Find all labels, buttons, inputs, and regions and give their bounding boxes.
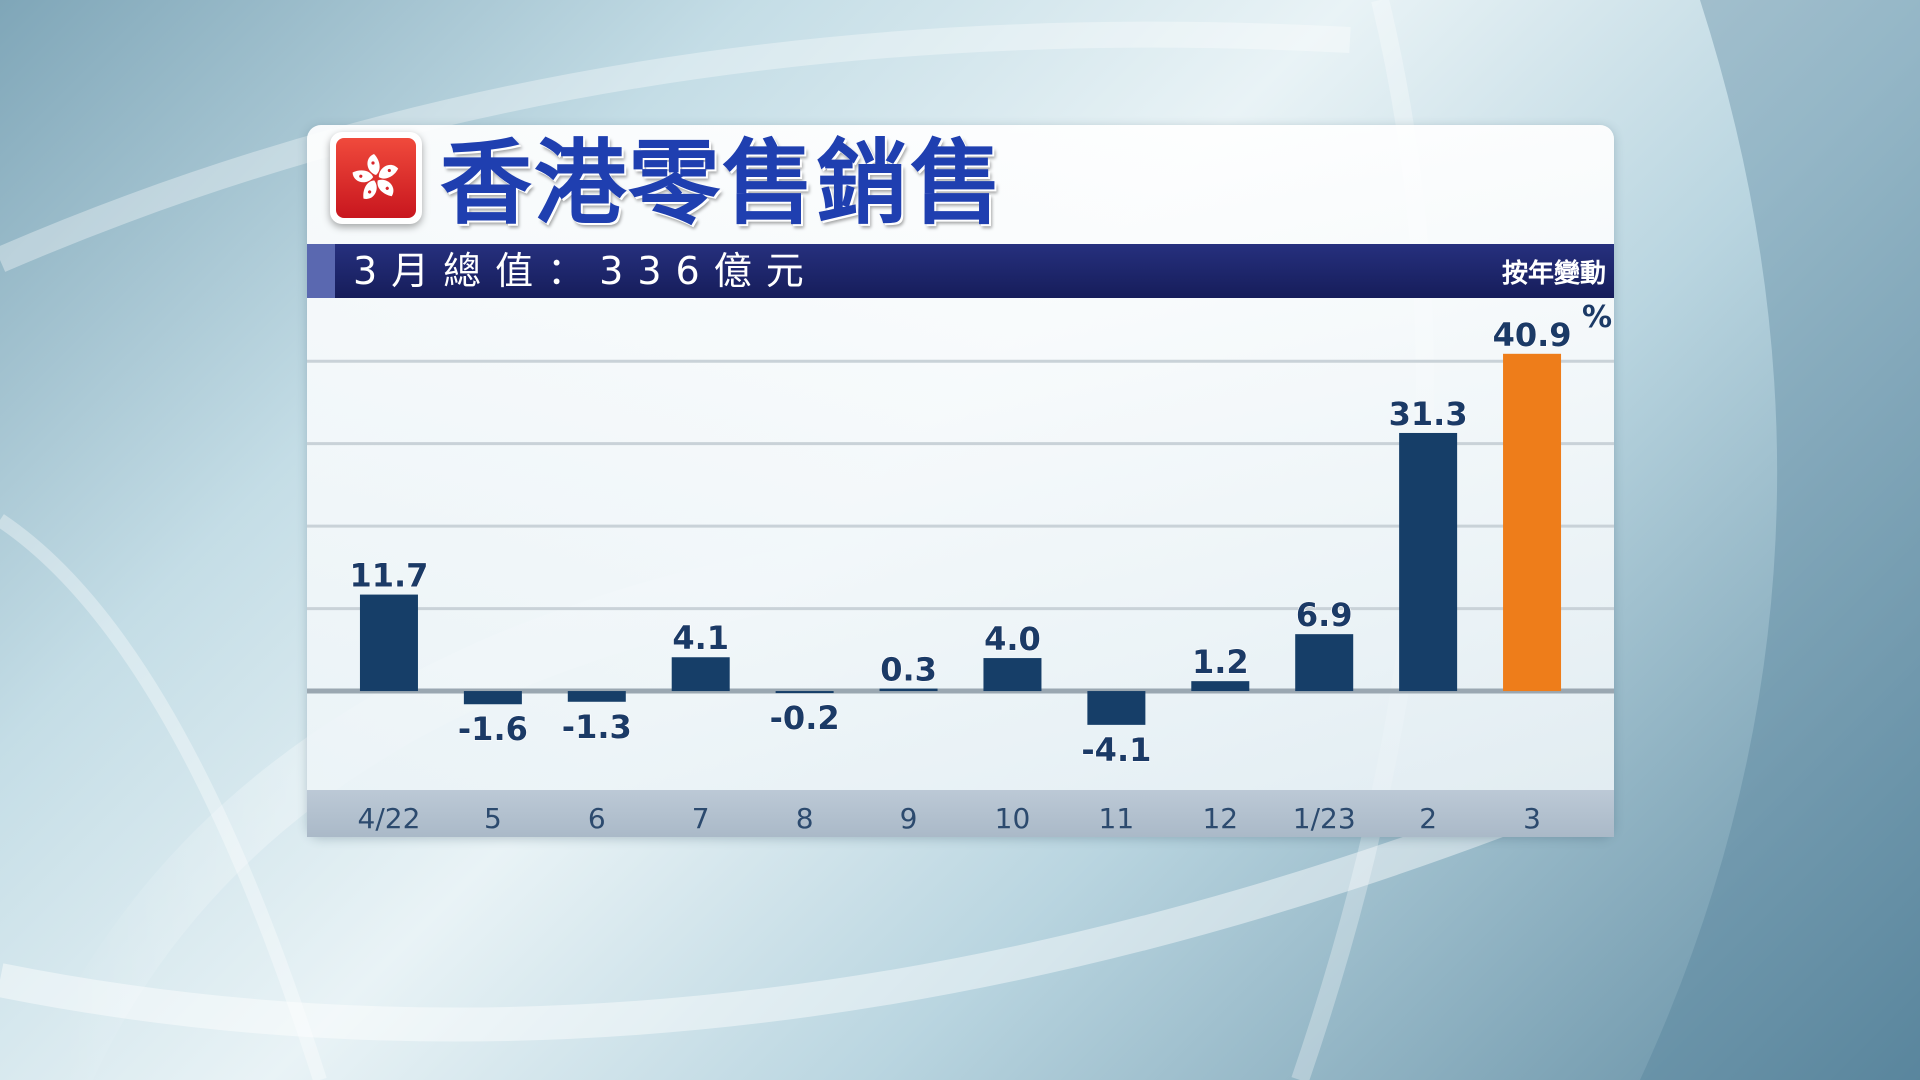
x-tick-label: 5 (484, 802, 502, 835)
x-tick-label: 3 (1523, 802, 1541, 835)
subtitle-bar-accent (307, 244, 335, 298)
value-label: -0.2 (770, 699, 840, 737)
chart-title: 香港零售銷售 (440, 130, 1005, 237)
bar-4/22 (359, 594, 418, 692)
hong-kong-flag-icon (330, 132, 422, 224)
x-tick-label: 11 (1099, 802, 1135, 835)
yoy-change-label: 按年變動 (1501, 259, 1606, 289)
bar-8 (775, 691, 834, 694)
value-label: 11.7 (349, 557, 428, 595)
bar-12 (1191, 681, 1250, 692)
unit-label: % (1582, 300, 1613, 335)
value-label: 6.9 (1296, 596, 1353, 634)
bar-2 (1399, 432, 1458, 692)
x-tick-label: 8 (796, 802, 814, 835)
x-tick-label: 2 (1419, 802, 1437, 835)
x-tick-label: 10 (995, 802, 1031, 835)
value-label: 4.0 (984, 620, 1041, 658)
value-label: 1.2 (1192, 643, 1249, 681)
bar-6 (567, 691, 626, 702)
bar-3 (1503, 353, 1562, 692)
chart-x-labels: 4/22 5 6 7 8 9 10 11 12 1/23 2 3 (358, 802, 1541, 835)
bar-10 (983, 658, 1042, 692)
x-tick-label: 4/22 (358, 802, 421, 835)
chart-panel (307, 125, 1614, 837)
subtitle-total-value: 3月總值：336億元 (353, 249, 818, 293)
x-tick-label: 1/23 (1293, 802, 1356, 835)
bauhinia-icon (352, 154, 399, 199)
bar-7 (671, 657, 730, 692)
x-axis-strip (307, 790, 1614, 837)
x-tick-label: 7 (692, 802, 710, 835)
bar-chart: 11.7 -1.6 -1.3 4.1 -0.2 0.3 4.0 -4.1 1.2 6.9 31.3 4… (307, 315, 1614, 835)
value-label: -1.3 (562, 708, 632, 746)
value-label: -1.6 (458, 710, 528, 748)
bar-11 (1087, 691, 1146, 725)
value-label: 40.9 (1493, 316, 1572, 354)
x-tick-label: 9 (900, 802, 918, 835)
value-label: 4.1 (672, 619, 729, 657)
x-tick-label: 6 (588, 802, 606, 835)
x-tick-label: 12 (1202, 802, 1238, 835)
subtitle-bar: 3月總值：336億元 按年變動 (307, 244, 1614, 298)
value-label: 31.3 (1389, 395, 1468, 433)
bar-1/23 (1295, 634, 1354, 692)
chart-grid (307, 359, 1614, 694)
value-label: 0.3 (880, 651, 937, 689)
chart-value-labels: 11.7 -1.6 -1.3 4.1 -0.2 0.3 4.0 -4.1 1.2 6.9 31.3 4… (349, 315, 1572, 769)
chart-bars (359, 353, 1562, 725)
value-label: -4.1 (1081, 731, 1151, 769)
bar-5 (463, 691, 522, 705)
bar-9 (879, 688, 938, 692)
